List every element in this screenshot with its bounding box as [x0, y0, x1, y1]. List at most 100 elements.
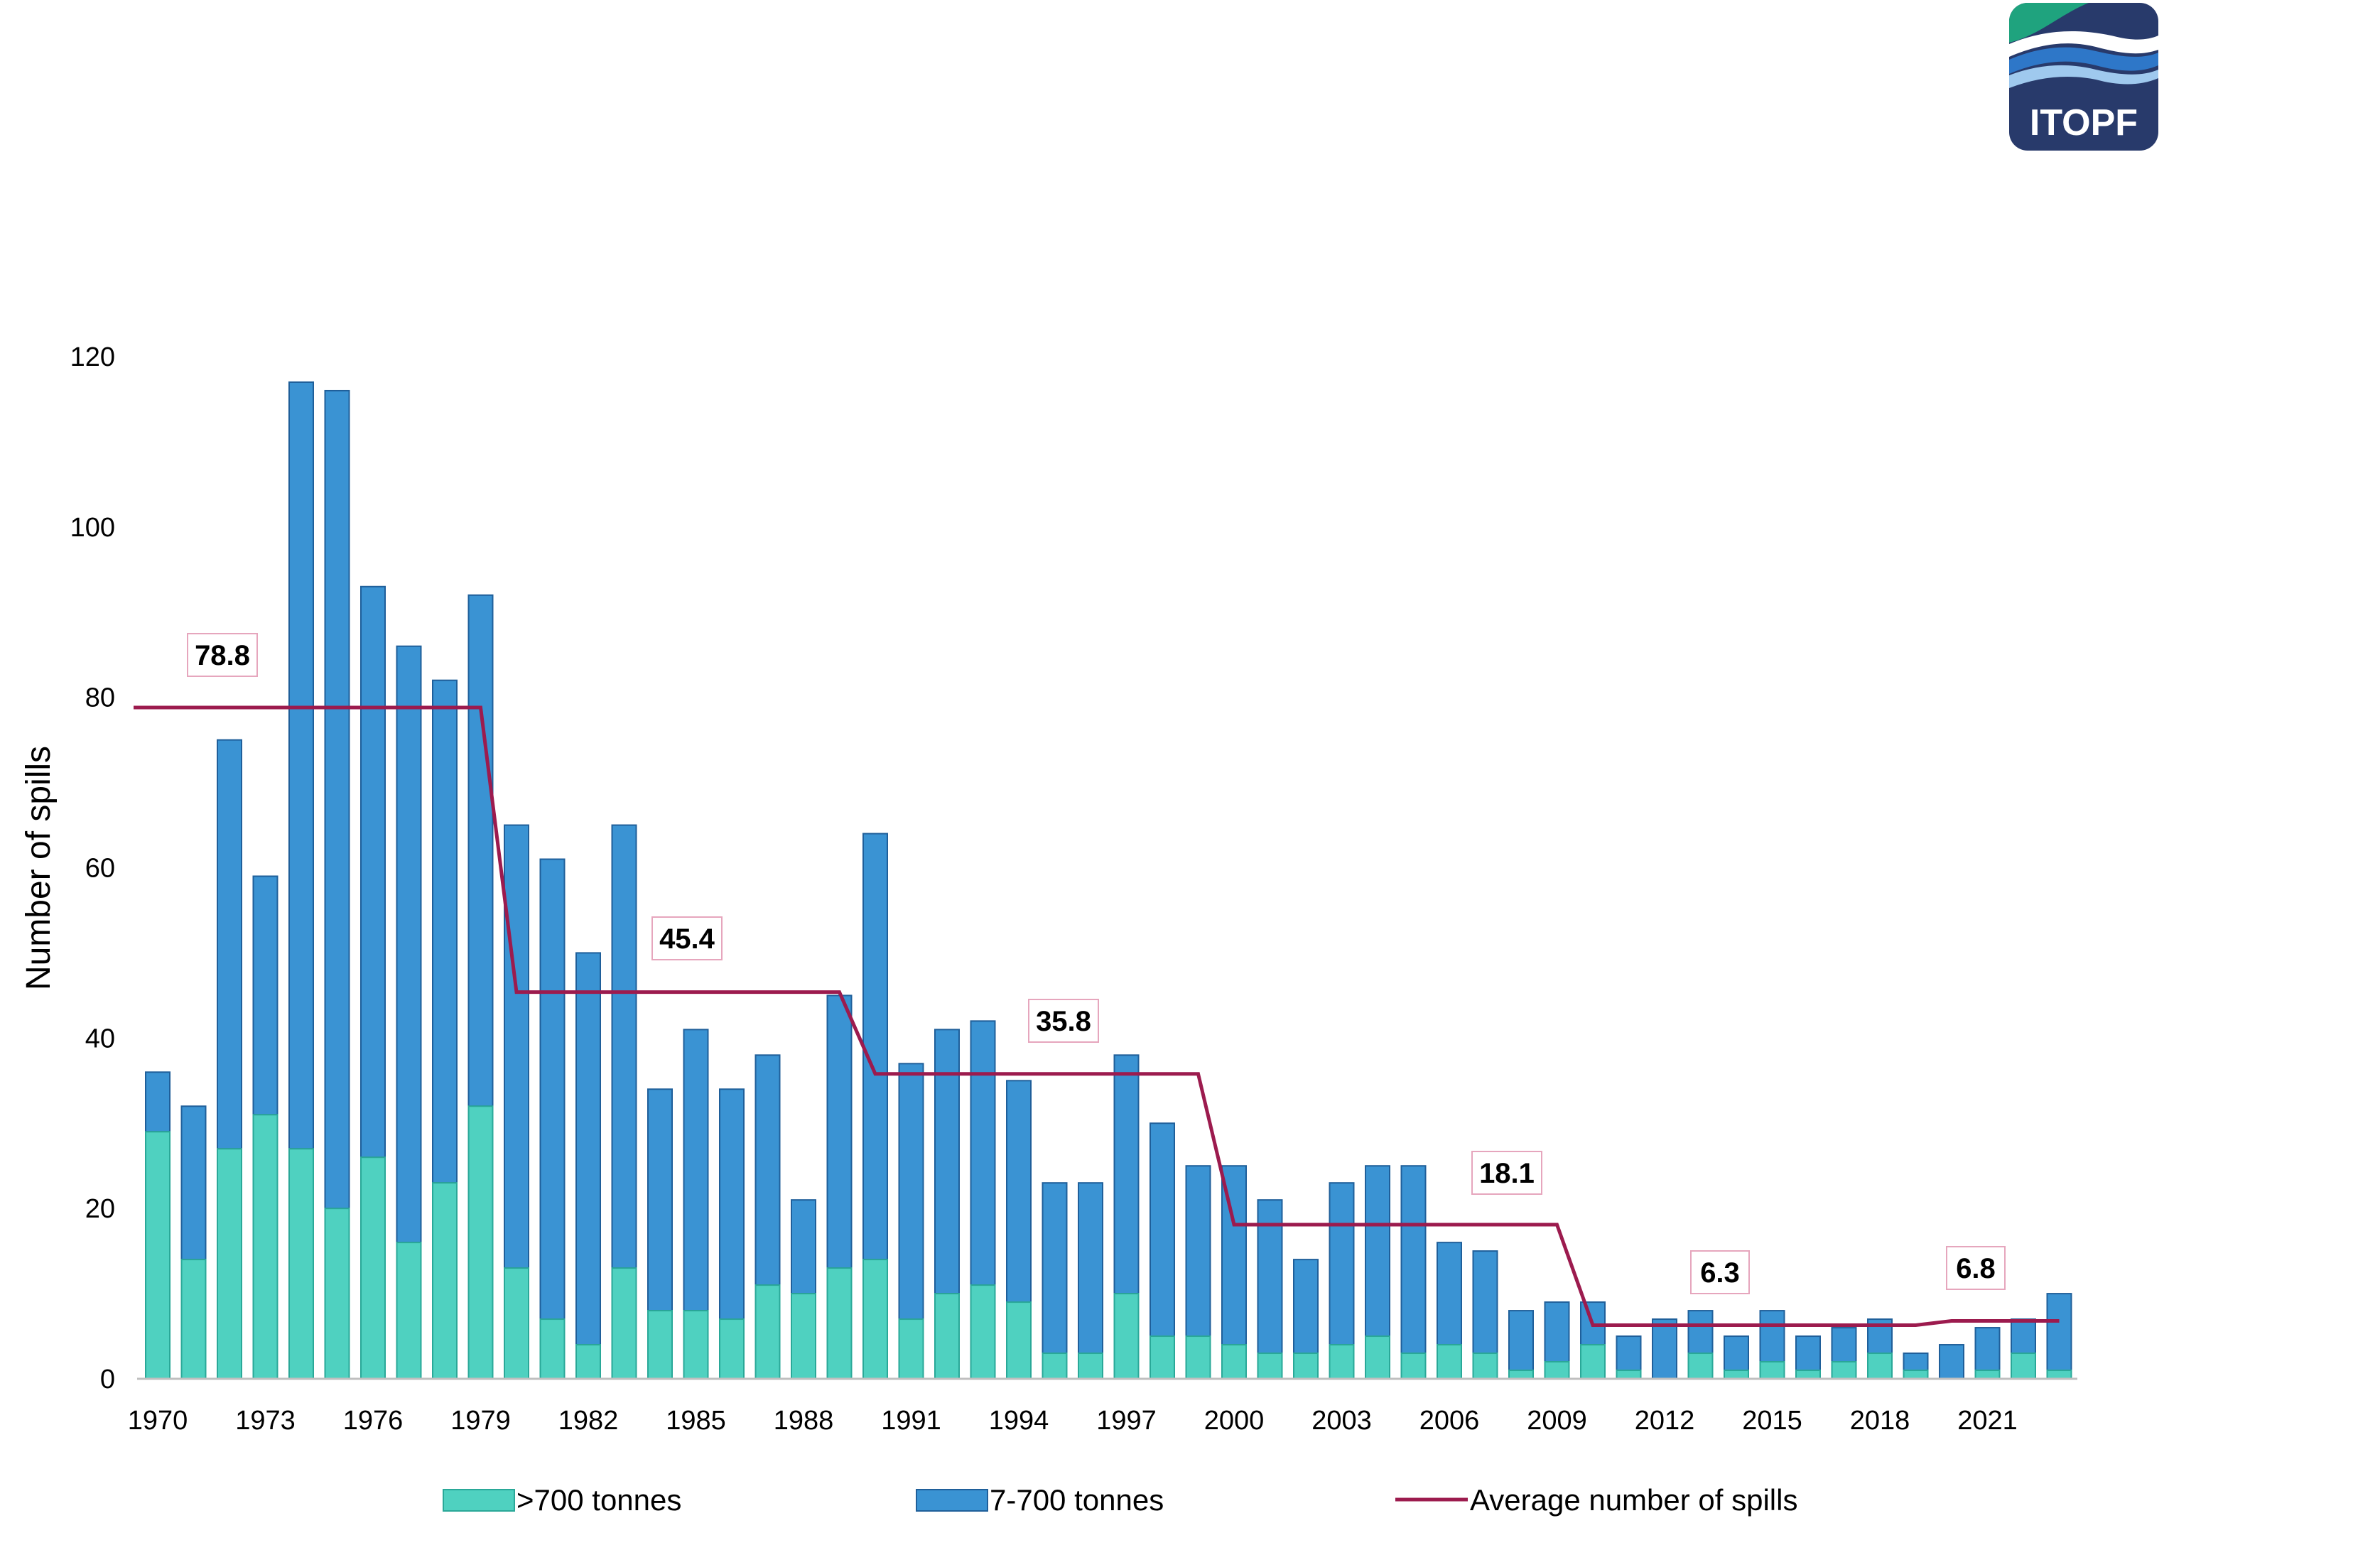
bar-over-700-tonnes [611, 1267, 637, 1380]
logo-wave-1 [2009, 31, 2158, 57]
bar-over-700-tonnes [1974, 1370, 2001, 1380]
y-tick-label: 100 [70, 513, 115, 543]
bar-over-700-tonnes [791, 1293, 816, 1380]
y-tick-label: 80 [85, 683, 115, 713]
bar-7-700-tonnes [288, 381, 314, 1150]
logo-wave-3 [2009, 65, 2158, 88]
logo-wave-2 [2009, 47, 2158, 74]
itopf-logo: ITOPF [2009, 3, 2158, 151]
x-tick-label: 1997 [1096, 1406, 1157, 1436]
y-axis-ticks: 0 20 40 60 80 100 120 [70, 342, 115, 1394]
bar-over-700-tonnes [1006, 1301, 1032, 1380]
x-tick-label: 2009 [1527, 1406, 1587, 1436]
bars-group [145, 381, 2072, 1380]
bar-over-700-tonnes [1042, 1353, 1068, 1380]
callout-box [1690, 1250, 1750, 1294]
bar-over-700-tonnes [719, 1318, 745, 1380]
logo-text: ITOPF [2030, 102, 2138, 143]
bar-7-700-tonnes [1400, 1165, 1427, 1355]
bar-7-700-tonnes [683, 1029, 709, 1312]
y-tick-label: 20 [85, 1194, 115, 1224]
bar-over-700-tonnes [1185, 1335, 1211, 1380]
bar-7-700-tonnes [970, 1020, 996, 1286]
y-tick-label: 120 [70, 342, 115, 372]
bar-7-700-tonnes [1078, 1182, 1103, 1355]
bar-7-700-tonnes [1042, 1182, 1068, 1355]
bar-7-700-tonnes [898, 1063, 924, 1321]
bar-over-700-tonnes [647, 1310, 673, 1380]
bar-7-700-tonnes [1974, 1327, 2001, 1372]
bar-over-700-tonnes [1903, 1370, 1929, 1380]
bar-over-700-tonnes [934, 1293, 960, 1380]
legend: >700 tonnes 7-700 tonnes Average number … [443, 1483, 1797, 1517]
x-tick-label: 1979 [450, 1406, 511, 1436]
bar-7-700-tonnes [432, 679, 458, 1184]
logo-wave-green [2009, 3, 2089, 43]
y-tick-label: 40 [85, 1024, 115, 1053]
y-tick-label: 0 [100, 1365, 115, 1394]
bar-7-700-tonnes [1687, 1310, 1714, 1355]
bar-7-700-tonnes [719, 1088, 745, 1321]
bar-over-700-tonnes [862, 1259, 888, 1380]
callout-label: 18.1 [1479, 1158, 1535, 1189]
bar-over-700-tonnes [1221, 1344, 1247, 1380]
bar-7-700-tonnes [1185, 1165, 1211, 1338]
bar-7-700-tonnes [1939, 1344, 1964, 1380]
bar-over-700-tonnes [970, 1284, 996, 1380]
bar-over-700-tonnes [1867, 1353, 1893, 1380]
bar-7-700-tonnes [1150, 1122, 1175, 1338]
average-callout: 6.8 [1946, 1246, 2006, 1290]
bar-over-700-tonnes [2046, 1370, 2072, 1380]
callout-box [1028, 999, 1099, 1043]
callout-box [1471, 1151, 1542, 1195]
bar-7-700-tonnes [754, 1054, 781, 1286]
bar-over-700-tonnes [1472, 1353, 1498, 1380]
average-line [134, 705, 2060, 1327]
bar-over-700-tonnes [288, 1148, 314, 1380]
average-callout: 18.1 [1471, 1151, 1542, 1195]
x-tick-label: 2012 [1635, 1406, 1695, 1436]
bar-7-700-tonnes [1508, 1310, 1534, 1372]
bar-7-700-tonnes [2046, 1293, 2072, 1372]
x-tick-label: 1991 [881, 1406, 941, 1436]
bar-over-700-tonnes [1437, 1344, 1462, 1380]
bar-over-700-tonnes [1150, 1335, 1175, 1380]
bar-over-700-tonnes [826, 1267, 853, 1380]
callout-label: 6.8 [1956, 1253, 1996, 1284]
bar-7-700-tonnes [862, 833, 888, 1261]
bar-over-700-tonnes [1831, 1361, 1857, 1380]
bar-over-700-tonnes [1365, 1335, 1390, 1380]
bar-7-700-tonnes [360, 585, 386, 1159]
bar-over-700-tonnes [504, 1267, 529, 1380]
bar-7-700-tonnes [1831, 1327, 1857, 1363]
legend-swatch-medium [916, 1489, 988, 1512]
bar-7-700-tonnes [826, 995, 853, 1269]
bar-over-700-tonnes [324, 1208, 350, 1380]
bar-7-700-tonnes [1616, 1335, 1642, 1372]
bar-7-700-tonnes [252, 875, 278, 1116]
callout-label: 45.4 [659, 923, 715, 955]
bar-over-700-tonnes [252, 1114, 278, 1380]
bar-over-700-tonnes [217, 1148, 242, 1380]
bar-7-700-tonnes [324, 389, 350, 1210]
bar-over-700-tonnes [1724, 1370, 1749, 1380]
bar-7-700-tonnes [1006, 1080, 1032, 1304]
bar-7-700-tonnes [611, 824, 637, 1269]
legend-item-medium: 7-700 tonnes [916, 1483, 1164, 1517]
bar-7-700-tonnes [1903, 1353, 1929, 1372]
x-tick-label: 2000 [1204, 1406, 1265, 1436]
bar-over-700-tonnes [1078, 1353, 1103, 1380]
callout-box [1946, 1246, 2006, 1290]
legend-item-large: >700 tonnes [443, 1483, 681, 1517]
bar-7-700-tonnes [647, 1088, 673, 1312]
bar-over-700-tonnes [145, 1131, 171, 1380]
average-callout: 6.3 [1690, 1250, 1750, 1294]
bar-over-700-tonnes [1616, 1370, 1642, 1380]
x-tick-label: 1982 [558, 1406, 619, 1436]
bar-over-700-tonnes [1759, 1361, 1785, 1380]
callout-label: 6.3 [1700, 1257, 1740, 1289]
bar-7-700-tonnes [180, 1105, 207, 1261]
bar-over-700-tonnes [1329, 1344, 1355, 1380]
x-tick-label: 1985 [666, 1406, 726, 1436]
